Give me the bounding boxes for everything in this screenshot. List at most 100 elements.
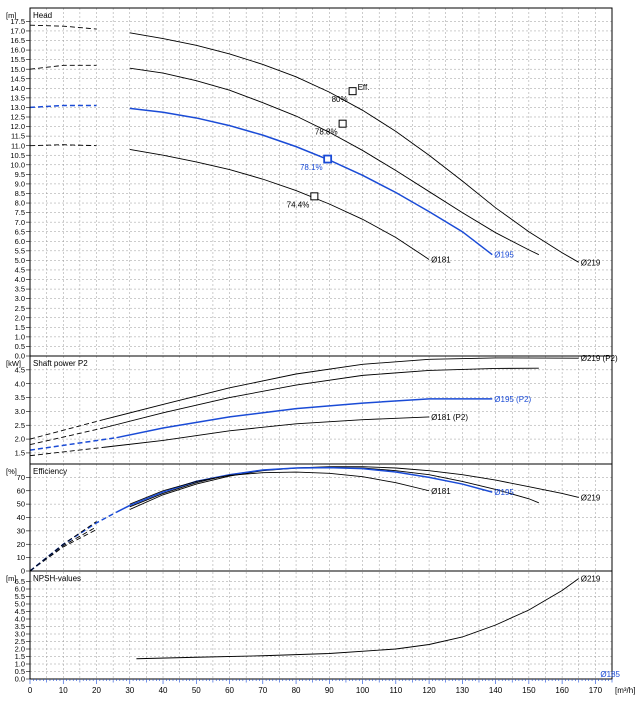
y-tick-label: 8.5 bbox=[15, 189, 25, 198]
y-tick-label: 11.5 bbox=[11, 132, 25, 141]
npsh-frame bbox=[29, 570, 613, 680]
head-frame bbox=[29, 7, 613, 357]
y-tick-label: 2.0 bbox=[15, 645, 25, 654]
efficiency-marker-label: 74.4% bbox=[287, 200, 310, 209]
x-tick-label: 90 bbox=[325, 686, 334, 695]
x-tick-label: 30 bbox=[125, 686, 134, 695]
power-frame bbox=[29, 355, 613, 465]
y-tick-label: 9.5 bbox=[15, 170, 25, 179]
y-tick-label: 3.5 bbox=[15, 285, 25, 294]
efficiency-series-0-dashed bbox=[29, 529, 97, 572]
y-tick-label: 3.5 bbox=[15, 393, 25, 402]
power-series-label: Ø181 (P2) bbox=[431, 413, 468, 422]
y-tick-label: 4.0 bbox=[15, 379, 25, 388]
y-tick-label: 10.0 bbox=[10, 160, 25, 169]
power-series-3-dashed bbox=[29, 446, 104, 457]
y-tick-label: 4.5 bbox=[15, 607, 25, 616]
y-tick-label: 7.0 bbox=[15, 218, 25, 227]
x-tick-label: 20 bbox=[92, 686, 101, 695]
head-series-0-line bbox=[129, 32, 579, 263]
y-tick-label: 2.5 bbox=[15, 304, 25, 313]
y-tick-label: 12.0 bbox=[10, 122, 25, 131]
efficiency-series-3-line bbox=[129, 471, 430, 505]
head-series-3-line bbox=[129, 149, 430, 260]
y-tick-label: 20 bbox=[17, 540, 25, 549]
eff-label: Eff. bbox=[358, 83, 370, 92]
efficiency-panel: 0 10 20 30 40 50 60 70 Efficiency [%] Ø219 Ø195 Ø181 bbox=[6, 463, 613, 576]
y-tick-label: 0.0 bbox=[15, 675, 25, 684]
y-tick-label: 30 bbox=[17, 526, 25, 535]
y-tick-label: 10 bbox=[17, 553, 25, 562]
y-tick-label: 5.0 bbox=[15, 600, 25, 609]
npsh-panel: 0.00.51.01.52.02.53.03.54.04.55.05.56.06… bbox=[6, 570, 613, 684]
efficiency-series-label: Ø195 bbox=[494, 488, 514, 497]
power-series-label: Ø219 (P2) bbox=[581, 354, 618, 363]
y-tick-label: 3.5 bbox=[15, 622, 25, 631]
power-panel: 1.5 2.0 2.5 3.0 3.5 4.0 4.5 Shaft power P2 [kW] Ø… bbox=[6, 354, 618, 465]
head-series-2-dashed bbox=[29, 104, 97, 109]
efficiency-marker-label: 78.8% bbox=[315, 128, 338, 137]
y-tick-label: 2.5 bbox=[15, 421, 25, 430]
y-tick-label: 17.5 bbox=[10, 17, 25, 26]
x-tick-label: 160 bbox=[555, 686, 569, 695]
head-unit: [m] bbox=[6, 11, 16, 20]
x-tick-label: 80 bbox=[292, 686, 301, 695]
efficiency-series-2-line bbox=[116, 466, 493, 513]
npsh-title: NPSH-values bbox=[33, 574, 81, 583]
y-tick-label: 3.0 bbox=[15, 630, 25, 639]
x-tick-label: 110 bbox=[389, 686, 402, 695]
y-tick-label: 1.0 bbox=[15, 332, 25, 341]
x-tick-label: 140 bbox=[489, 686, 503, 695]
head-series-0-dashed bbox=[29, 24, 97, 30]
x-tick-label: 170 bbox=[589, 686, 603, 695]
power-series-2-line bbox=[116, 398, 493, 439]
npsh-series-0-line bbox=[136, 578, 580, 660]
y-tick-label: 14.5 bbox=[10, 74, 25, 83]
y-tick-label: 5.0 bbox=[15, 256, 25, 265]
y-tick-label: 15.0 bbox=[10, 65, 25, 74]
y-tick-label: 0.5 bbox=[15, 342, 25, 351]
npsh-series-label: Ø219 bbox=[581, 575, 601, 584]
x-axis: 0 10 20 30 40 50 60 70 80 90 100 110 120 130 140 150 160… bbox=[28, 670, 635, 695]
y-tick-label: 0 bbox=[21, 567, 25, 576]
power-series-2-dashed bbox=[29, 436, 117, 451]
x-tick-label: 120 bbox=[422, 686, 436, 695]
y-tick-label: 1.5 bbox=[15, 449, 25, 458]
y-tick-label: 4.5 bbox=[15, 365, 25, 374]
y-tick-label: 7.5 bbox=[15, 208, 25, 217]
efficiency-frame bbox=[29, 463, 613, 572]
bottom-tag: Ø185 bbox=[600, 670, 620, 679]
efficiency-series-label: Ø219 bbox=[581, 493, 601, 502]
y-tick-label: 5.5 bbox=[15, 592, 25, 601]
power-series-0-dashed bbox=[29, 419, 104, 440]
x-axis-unit: [m³/h] bbox=[615, 686, 635, 695]
efficiency-series-1-dashed bbox=[29, 526, 97, 572]
y-tick-label: 4.5 bbox=[15, 266, 25, 275]
x-tick-label: 150 bbox=[522, 686, 536, 695]
power-unit: [kW] bbox=[6, 359, 21, 368]
x-tick-label: 60 bbox=[225, 686, 234, 695]
y-tick-label: 16.0 bbox=[10, 46, 25, 55]
y-tick-label: 1.0 bbox=[15, 660, 25, 669]
efficiency-marker-label: 78.1% bbox=[300, 163, 323, 172]
x-tick-label: 0 bbox=[28, 686, 33, 695]
y-tick-label: 16.5 bbox=[10, 36, 25, 45]
y-tick-label: 9.0 bbox=[15, 180, 25, 189]
y-tick-label: 6.0 bbox=[15, 237, 25, 246]
y-tick-label: 13.0 bbox=[10, 103, 25, 112]
power-series-0-line bbox=[103, 357, 579, 421]
y-tick-label: 12.5 bbox=[10, 113, 25, 122]
y-tick-label: 17.0 bbox=[10, 27, 25, 36]
efficiency-series-label: Ø181 bbox=[431, 487, 451, 496]
head-series-label: Ø219 bbox=[581, 258, 601, 267]
y-tick-label: 2.0 bbox=[15, 313, 25, 322]
y-tick-label: 4.0 bbox=[15, 275, 25, 284]
y-tick-label: 15.5 bbox=[10, 55, 25, 64]
power-series-1-line bbox=[103, 367, 539, 429]
grid-lines bbox=[46, 8, 596, 679]
head-title: Head bbox=[33, 11, 52, 20]
efficiency-series-0-line bbox=[129, 466, 579, 510]
head-series-2-line bbox=[129, 107, 493, 256]
efficiency-unit: [%] bbox=[6, 467, 17, 476]
power-series-1-dashed bbox=[29, 427, 104, 446]
